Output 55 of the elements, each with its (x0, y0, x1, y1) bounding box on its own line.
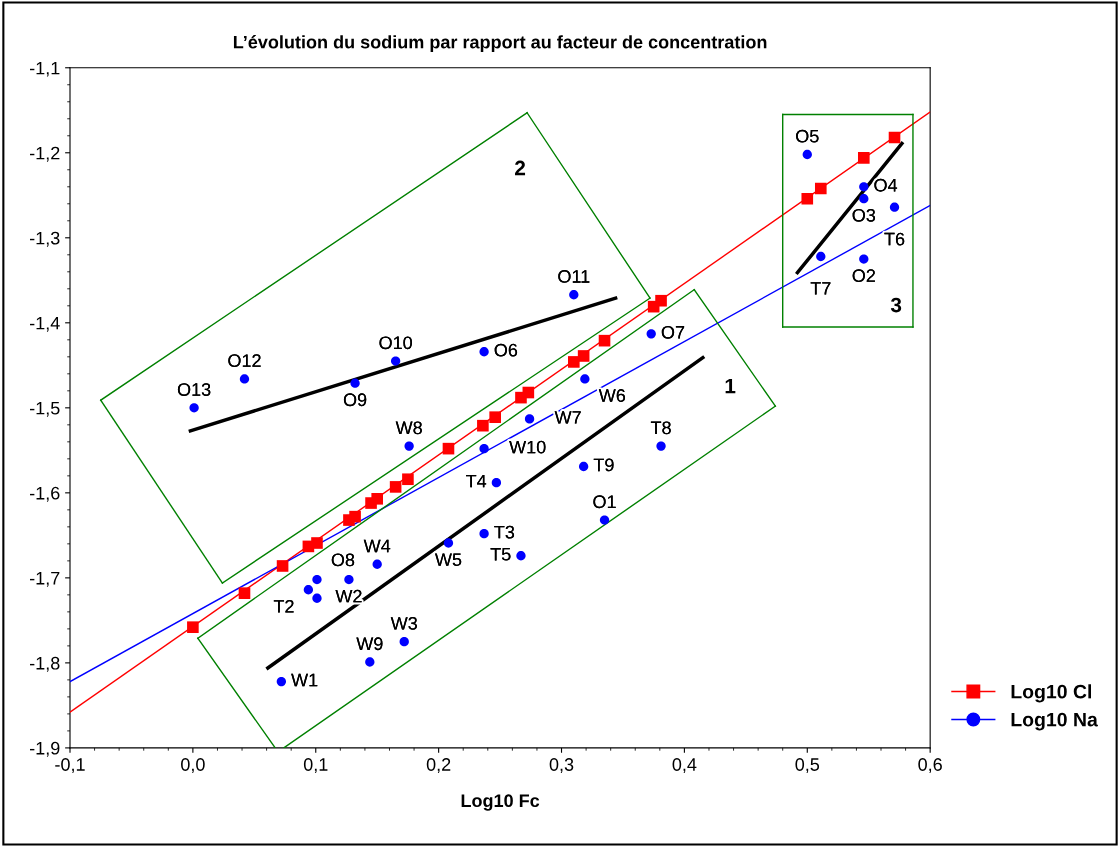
legend-label: Log10 Cl (1011, 684, 1092, 703)
annotation: W8 (395, 421, 422, 435)
annotation: O4 (874, 178, 898, 192)
x-tick-label: 0,0 (181, 758, 205, 774)
y-tick-label: -1,5 (29, 401, 60, 417)
legend-label: Log10 Na (1011, 712, 1098, 731)
annotation: 2 (515, 160, 526, 176)
annotation: O11 (558, 270, 590, 283)
annotation: W6 (598, 389, 626, 402)
annotation: W7 (554, 411, 581, 424)
y-tick-label: -1,2 (29, 146, 60, 162)
x-tick-label: 0,2 (426, 758, 451, 774)
x-tick-label: 0,5 (795, 758, 820, 774)
annotation: O8 (331, 553, 355, 567)
annotation: T6 (884, 232, 905, 246)
y-tick-label: -1,6 (29, 486, 60, 502)
chart-title: L’évolution du sodium par rapport au facteur de concentration (233, 35, 767, 53)
y-tick-label: -1,1 (29, 61, 60, 77)
annotation: T5 (490, 548, 511, 561)
annotation: O2 (852, 269, 875, 283)
y-tick-label: -1,4 (29, 316, 60, 332)
annotation: O7 (661, 325, 685, 339)
x-tick-label: 0,3 (549, 758, 574, 774)
annotation: O10 (379, 336, 412, 350)
annotation: W2 (335, 589, 362, 603)
annotation: T2 (273, 599, 294, 613)
annotation: 1 (725, 378, 736, 394)
annotation: O3 (852, 208, 876, 222)
annotation: O1 (593, 495, 616, 509)
annotation: O13 (177, 383, 211, 396)
y-tick-label: -1,9 (29, 741, 60, 757)
x-tick-label: 0,1 (303, 758, 328, 774)
y-tick-label: -1,7 (29, 571, 60, 587)
annotation: O6 (494, 343, 518, 357)
y-tick-label: -1,8 (29, 656, 60, 672)
x-axis-title: Log10 Fc (461, 794, 540, 811)
annotation: W3 (390, 616, 417, 630)
annotation: W5 (435, 553, 462, 566)
annotation: T9 (593, 458, 614, 472)
annotation: T8 (650, 421, 671, 435)
annotation: T3 (494, 525, 515, 539)
annotation: T7 (810, 282, 831, 295)
annotation: 3 (890, 297, 902, 313)
annotation: W4 (363, 539, 391, 553)
annotation: O9 (343, 393, 367, 407)
annotation: W9 (356, 637, 383, 651)
x-tick-label: -0,1 (55, 758, 85, 774)
y-tick-label: -1,3 (29, 231, 60, 247)
annotation: W10 (509, 440, 546, 454)
x-tick-label: 0,6 (918, 758, 942, 774)
annotation: T4 (466, 474, 487, 488)
x-tick-label: 0,4 (672, 758, 697, 774)
annotation: O5 (796, 129, 819, 143)
annotation: W1 (291, 673, 318, 687)
annotation: O12 (228, 354, 261, 368)
